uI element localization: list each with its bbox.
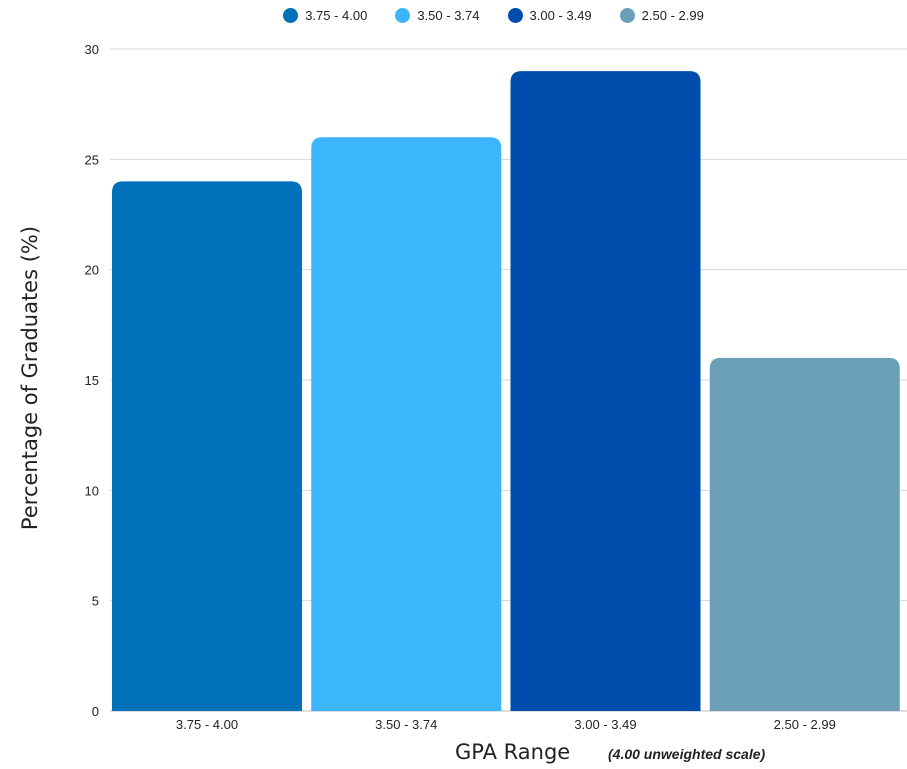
y-tick-label: 10 [85,483,99,498]
legend-label: 3.50 - 3.74 [417,8,480,23]
x-axis-title: GPA Range [455,740,571,764]
y-axis-title: Percentage of Graduates (%) [18,225,42,531]
bar [510,71,701,712]
legend-swatch [395,8,411,23]
legend-swatch [283,8,299,23]
y-tick-label: 0 [92,704,99,719]
legend-swatch [619,8,635,23]
bar [709,357,900,711]
y-axis-ticks: 0 5 10 15 20 25 30 [85,42,99,719]
x-axis-ticks: 3.75 - 4.00 3.50 - 3.74 3.00 - 3.49 2.50 - … [176,717,836,732]
legend-item: 3.75 - 4.00 [283,8,367,23]
legend-item: 2.50 - 2.99 [619,8,704,23]
x-tick-label: 3.00 - 3.49 [574,717,636,732]
y-tick-label: 25 [85,152,99,167]
y-tick-label: 15 [85,373,99,388]
legend-label: 2.50 - 2.99 [641,8,704,23]
x-tick-label: 3.75 - 4.00 [176,717,238,732]
x-tick-label: 2.50 - 2.99 [774,717,836,732]
legend-label: 3.00 - 3.49 [529,8,592,23]
y-tick-label: 30 [85,42,99,57]
legend-swatch [507,8,523,23]
bars [112,71,900,712]
legend-item: 3.50 - 3.74 [395,8,480,23]
x-tick-label: 3.50 - 3.74 [375,717,437,732]
legend: 3.75 - 4.00 3.50 - 3.74 3.00 - 3.49 2.50… [0,8,907,23]
y-tick-label: 5 [92,594,99,609]
legend-label: 3.75 - 4.00 [305,8,368,23]
x-axis-note: (4.00 unweighted scale) [608,746,766,762]
bar [112,181,302,711]
legend-item: 3.00 - 3.49 [507,8,592,23]
y-tick-label: 20 [85,263,99,278]
bar [311,137,502,711]
